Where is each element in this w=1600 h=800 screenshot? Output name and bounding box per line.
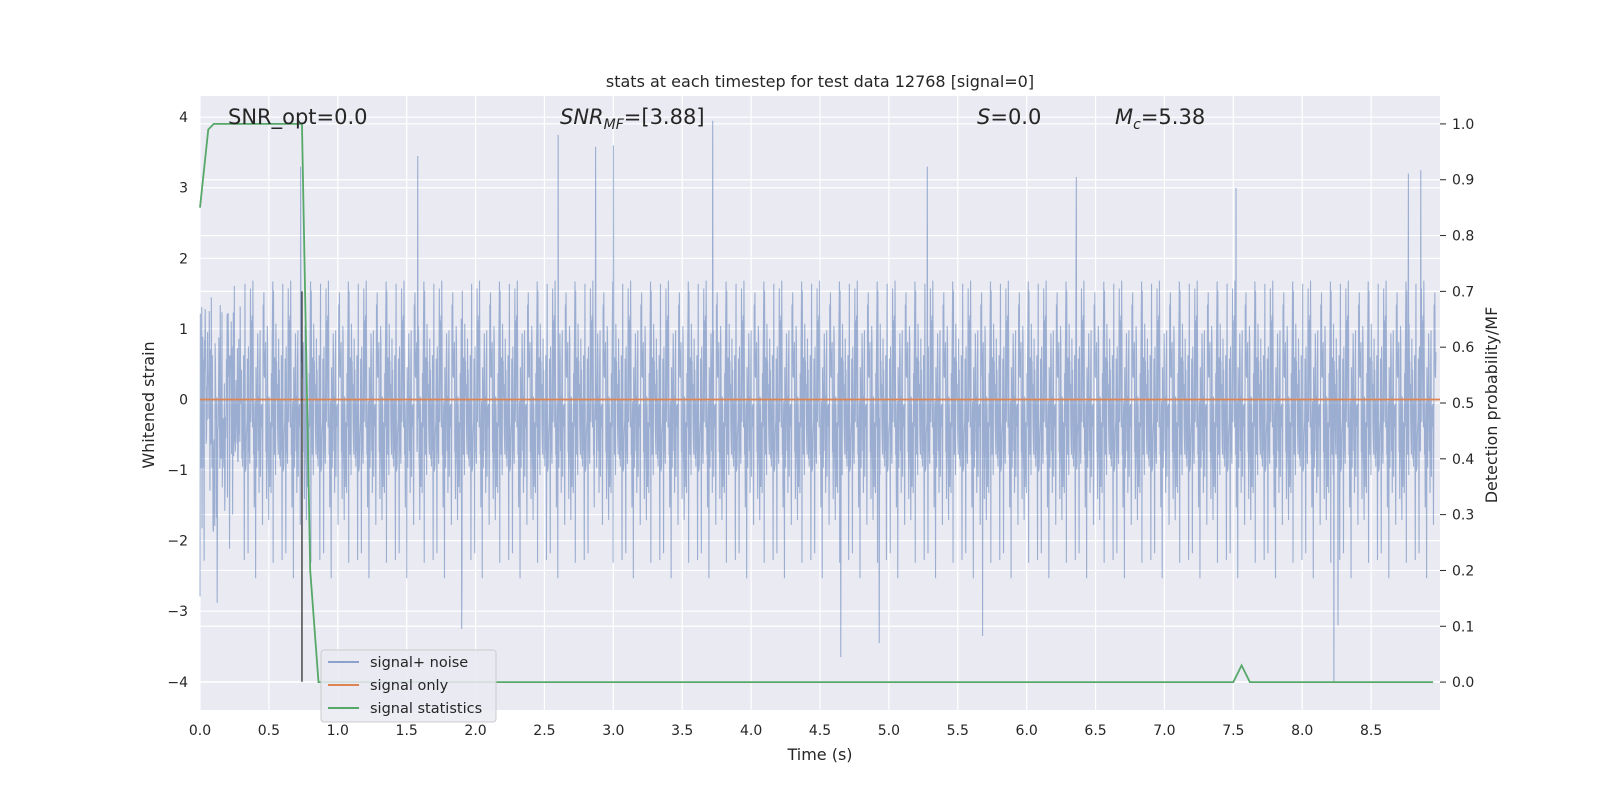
x-tick-label: 2.5 <box>533 723 555 739</box>
x-tick-label: 1.5 <box>396 723 418 739</box>
legend-label-signal-only: signal only <box>370 678 449 694</box>
x-tick-label: 8.5 <box>1360 723 1382 739</box>
y2-tick-label: 0.1 <box>1452 619 1474 635</box>
x-tick-label: 3.5 <box>671 723 693 739</box>
x-tick-label: 2.0 <box>464 723 486 739</box>
x-tick-label: 1.0 <box>327 723 349 739</box>
line-signal-noise <box>199 120 1437 682</box>
x-tick-label: 0.5 <box>258 723 280 739</box>
annotation-s-value: =0.0 <box>990 105 1041 129</box>
y-tick-label: −4 <box>167 675 188 691</box>
y-tick-label: 4 <box>179 110 188 126</box>
annotation-mc: Mc=5.38 <box>1115 105 1205 133</box>
annotation-s-symbol: S <box>977 105 990 129</box>
y-tick-label: 1 <box>179 322 188 338</box>
annotation-mc-value: =5.38 <box>1141 105 1205 129</box>
annotation-snr-mf-value: =[3.88] <box>624 105 705 129</box>
y2-tick-label: 1.0 <box>1452 117 1474 133</box>
y2-tick-label: 0.9 <box>1452 173 1474 189</box>
y2-tick-label: 0.0 <box>1452 675 1474 691</box>
y2-tick-label: 0.5 <box>1452 396 1474 412</box>
x-tick-label: 8.0 <box>1291 723 1313 739</box>
x-tick-label: 0.0 <box>189 723 211 739</box>
x-tick-label: 7.0 <box>1153 723 1175 739</box>
x-axis-ticks: 0.0 0.5 1.0 1.5 2.0 2.5 3.0 3.5 4.0 4.5 5.0 5.5 6.0 6… <box>189 723 1382 739</box>
annotation-mc-symbol: M <box>1115 105 1133 129</box>
y-axis-label: Whitened strain <box>139 341 158 468</box>
y-tick-label: 3 <box>179 181 188 197</box>
x-axis-label: Time (s) <box>786 745 852 764</box>
annotation-mc-subscript: c <box>1133 117 1141 133</box>
y2-axis-label: Detection probability/MF <box>1482 307 1501 504</box>
y2-axis-ticks: 1.0 0.9 0.8 0.7 0.6 0.5 0.4 0.3 0.2 0.1 0.0 <box>1440 117 1474 691</box>
annotation-snr-opt: SNR_opt=0.0 <box>228 105 368 130</box>
annotation-s: S=0.0 <box>977 105 1041 129</box>
legend-label-signal-statistics: signal statistics <box>370 701 482 717</box>
y2-tick-label: 0.3 <box>1452 508 1474 524</box>
y2-tick-label: 0.2 <box>1452 563 1474 579</box>
annotation-snr-mf: SNRMF=[3.88] <box>560 105 705 133</box>
y-tick-label: −2 <box>167 534 188 550</box>
x-tick-label: 7.5 <box>1222 723 1244 739</box>
y-tick-label: −3 <box>167 604 188 620</box>
x-tick-label: 5.5 <box>947 723 969 739</box>
x-tick-label: 4.5 <box>809 723 831 739</box>
x-tick-label: 6.5 <box>1084 723 1106 739</box>
x-tick-label: 4.0 <box>740 723 762 739</box>
x-tick-label: 5.0 <box>878 723 900 739</box>
y2-tick-label: 0.6 <box>1452 340 1474 356</box>
y2-tick-label: 0.7 <box>1452 284 1474 300</box>
y-tick-label: 2 <box>179 251 188 267</box>
annotation-snr-mf-symbol: SNR <box>560 105 604 129</box>
y-tick-label: −1 <box>167 463 188 479</box>
y-tick-label: 0 <box>179 392 188 408</box>
y2-tick-label: 0.4 <box>1452 452 1474 468</box>
x-tick-label: 6.0 <box>1016 723 1038 739</box>
chart-title: stats at each timestep for test data 127… <box>606 72 1034 91</box>
legend-box <box>320 649 497 723</box>
y-axis-ticks: 4 3 2 1 0 −1 −2 −3 −4 <box>167 110 188 691</box>
legend: signal+ noise signal only signal statist… <box>320 649 497 723</box>
y2-tick-label: 0.8 <box>1452 229 1474 245</box>
legend-label-signal-noise: signal+ noise <box>370 655 468 671</box>
series-signal-noise <box>199 120 1437 682</box>
annotation-snr-mf-subscript: MF <box>604 117 625 133</box>
x-tick-label: 3.0 <box>602 723 624 739</box>
